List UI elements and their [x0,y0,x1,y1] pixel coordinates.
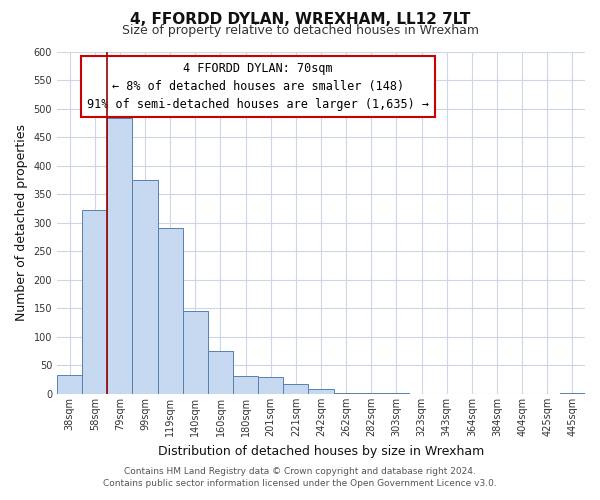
Bar [233,376,258,394]
Bar [133,180,158,394]
Y-axis label: Number of detached properties: Number of detached properties [15,124,28,322]
Bar [308,390,334,394]
Bar [283,384,308,394]
Bar [208,350,233,394]
Bar [258,377,283,394]
X-axis label: Distribution of detached houses by size in Wrexham: Distribution of detached houses by size … [158,444,484,458]
Text: 4 FFORDD DYLAN: 70sqm
← 8% of detached houses are smaller (148)
91% of semi-deta: 4 FFORDD DYLAN: 70sqm ← 8% of detached h… [86,62,428,111]
Text: Size of property relative to detached houses in Wrexham: Size of property relative to detached ho… [121,24,479,37]
Bar [560,393,585,394]
Bar [183,311,208,394]
Bar [57,375,82,394]
Bar [334,393,359,394]
Bar [82,210,107,394]
Text: Contains HM Land Registry data © Crown copyright and database right 2024.
Contai: Contains HM Land Registry data © Crown c… [103,466,497,487]
Text: 4, FFORDD DYLAN, WREXHAM, LL12 7LT: 4, FFORDD DYLAN, WREXHAM, LL12 7LT [130,12,470,28]
Bar [107,118,133,394]
Bar [158,228,183,394]
